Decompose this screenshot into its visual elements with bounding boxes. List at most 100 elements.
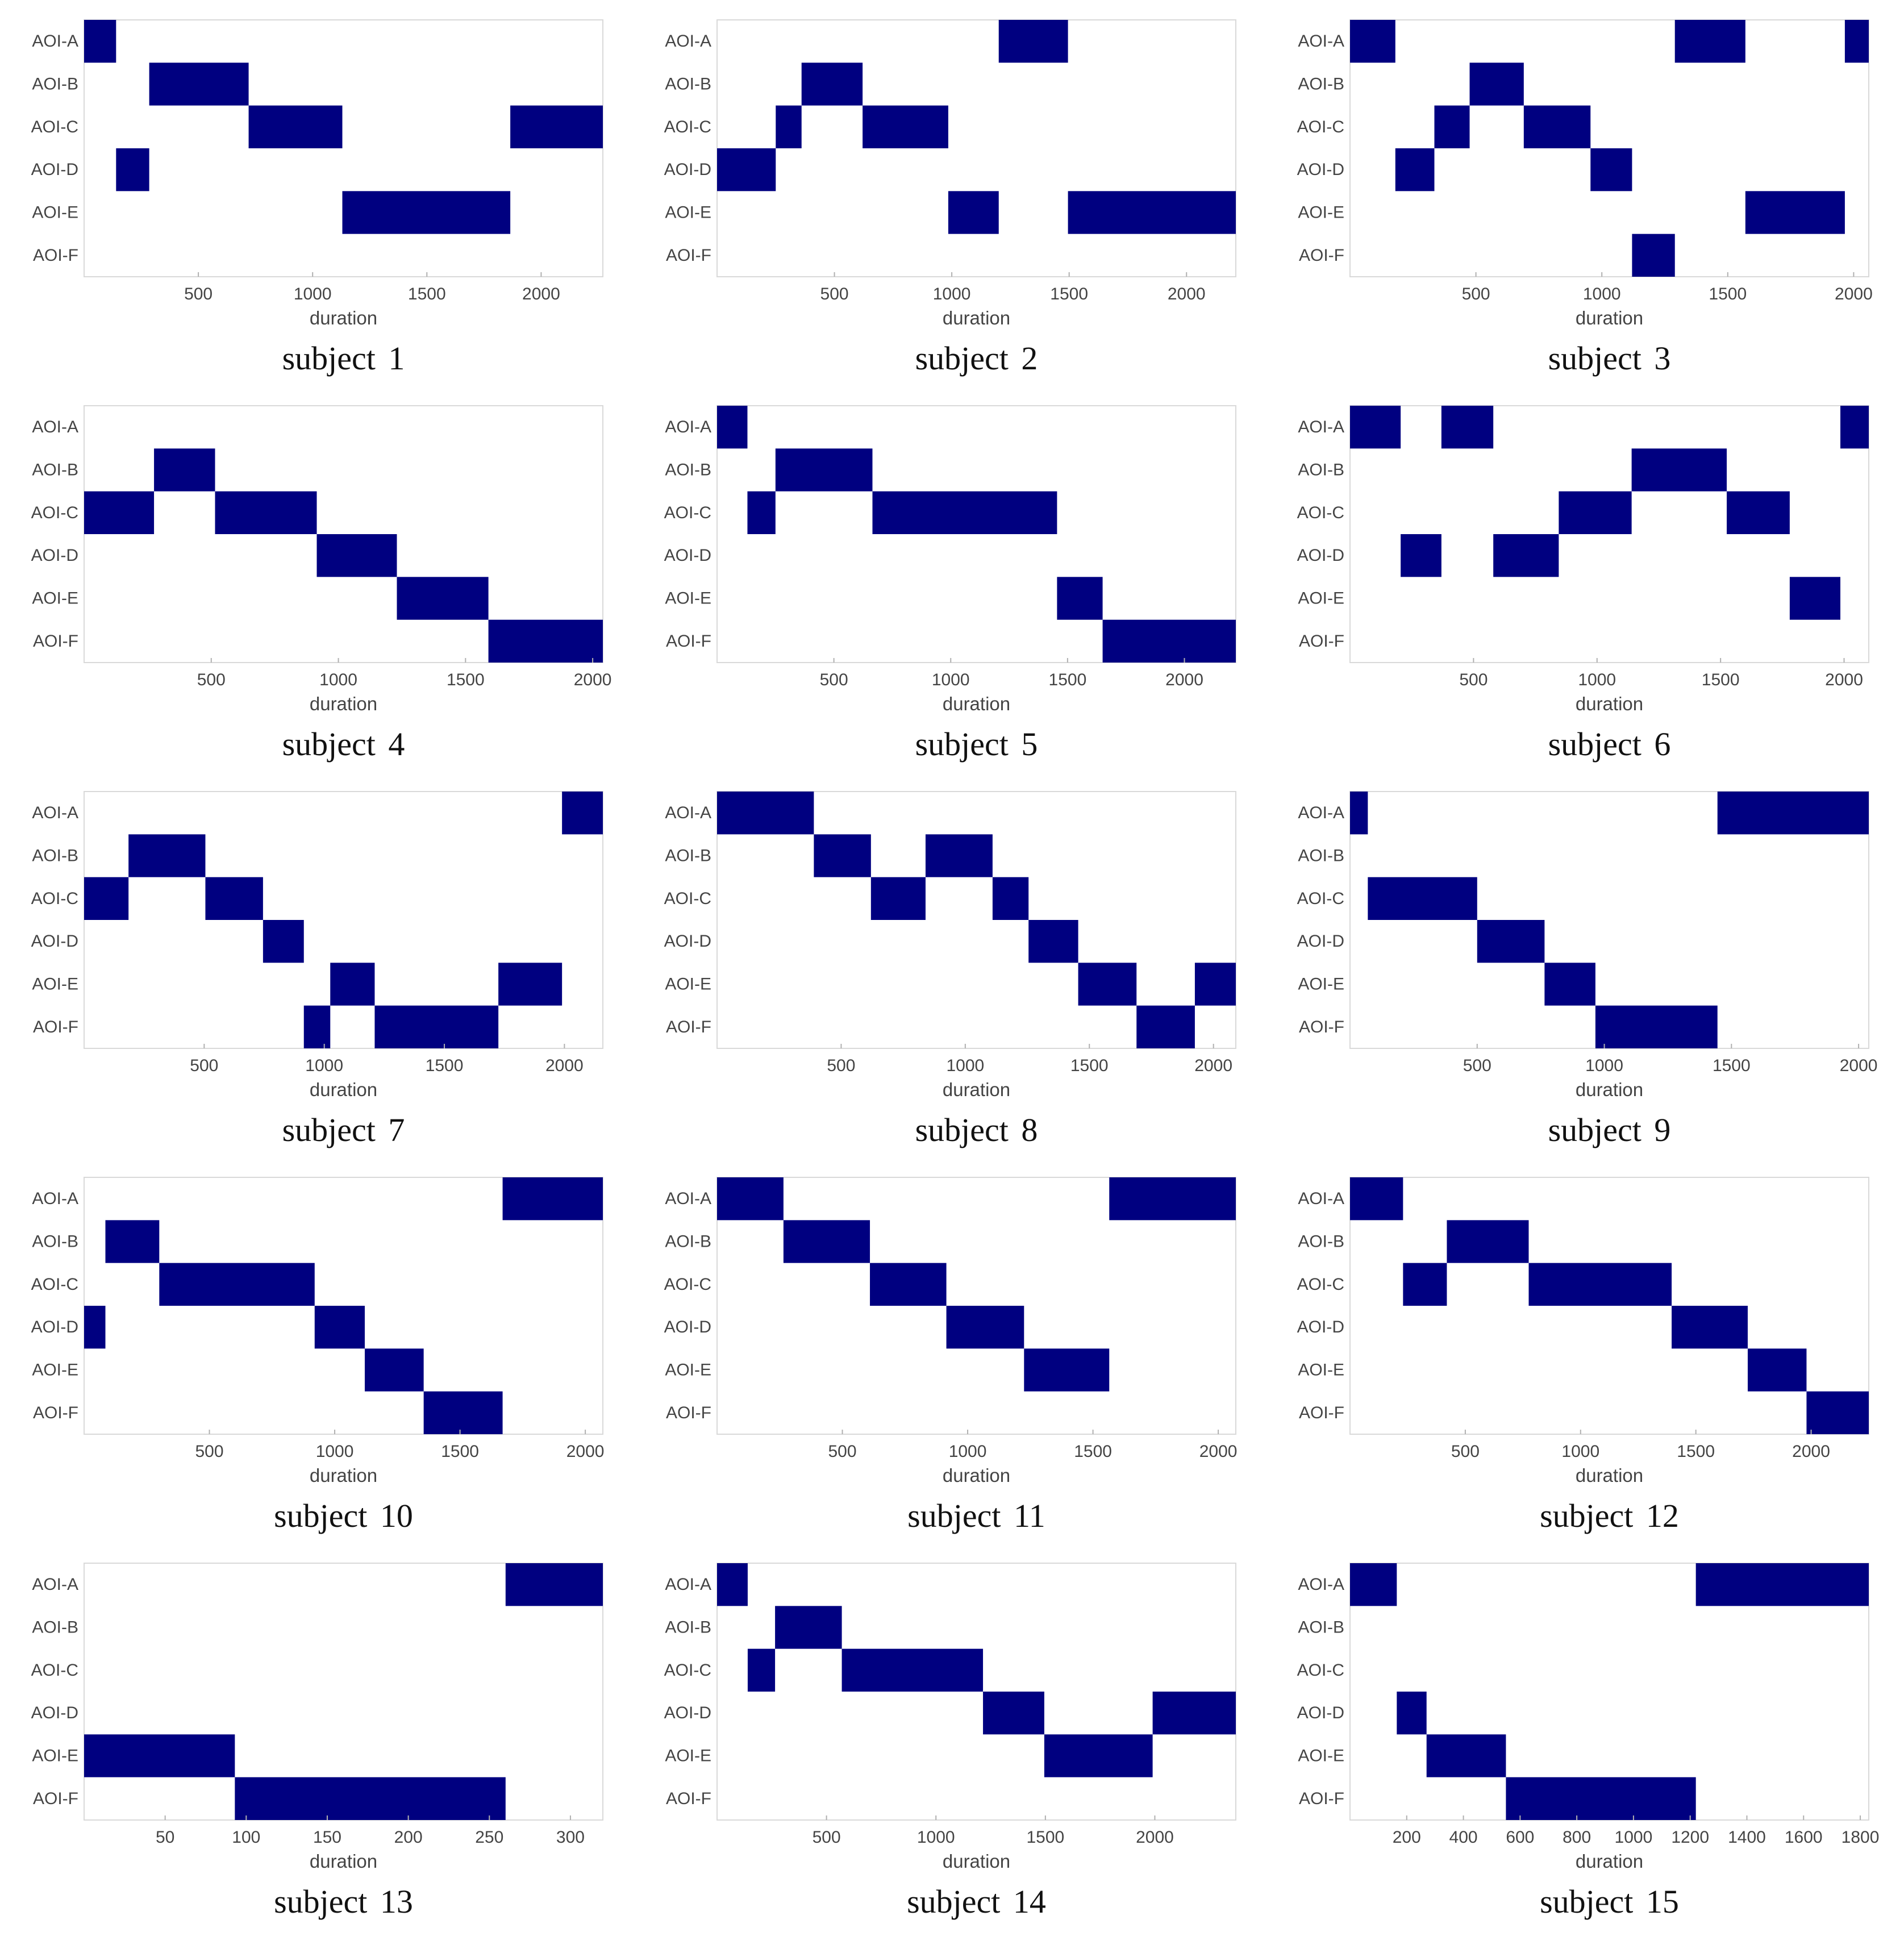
aoi-segment-bar bbox=[1350, 792, 1368, 835]
x-tick-label: 500 bbox=[820, 671, 848, 689]
aoi-label: AOI-F bbox=[666, 1789, 711, 1808]
chart-svg: AOI-A AOI-B AOI-C AOI-D AOI-E AOI-F 500 1000 150… bbox=[664, 1177, 1238, 1486]
x-tick-label: 200 bbox=[394, 1828, 423, 1847]
x-axis-label: duration bbox=[943, 307, 1010, 328]
x-tick-label: 2000 bbox=[545, 1056, 584, 1075]
aoi-label: AOI-C bbox=[1297, 503, 1344, 522]
aoi-segment-bar bbox=[717, 148, 776, 191]
aoi-segment-bar bbox=[1401, 534, 1441, 577]
x-tick-label: 2000 bbox=[1835, 285, 1873, 303]
subject-caption: subject 1 bbox=[282, 340, 405, 377]
aoi-segment-bar bbox=[154, 448, 215, 492]
chart-svg: AOI-A AOI-B AOI-C AOI-D AOI-E AOI-F 500 1000 150… bbox=[1297, 19, 1873, 328]
aoi-label: AOI-D bbox=[664, 932, 711, 951]
aoi-label: AOI-F bbox=[1299, 632, 1344, 651]
aoi-segment-bar bbox=[303, 1005, 331, 1048]
chart-svg: AOI-A AOI-B AOI-C AOI-D AOI-E AOI-F 200 400 600 8… bbox=[1297, 1563, 1879, 1872]
chart-panel: AOI-A AOI-B AOI-C AOI-D AOI-E AOI-F 500 1000 150… bbox=[0, 19, 626, 384]
subject-caption: subject 11 bbox=[907, 1497, 1045, 1534]
aoi-label: AOI-E bbox=[665, 1747, 711, 1765]
x-tick-label: 1500 bbox=[1702, 671, 1740, 689]
aoi-segment-bar bbox=[863, 105, 948, 148]
aoi-label: AOI-C bbox=[31, 118, 78, 136]
x-axis-label: duration bbox=[310, 693, 377, 714]
chart-panel: AOI-A AOI-B AOI-C AOI-D AOI-E AOI-F 50 100 150 20… bbox=[0, 1563, 626, 1927]
chart-panel: AOI-A AOI-B AOI-C AOI-D AOI-E AOI-F 500 1000 150… bbox=[0, 405, 626, 769]
aoi-label: AOI-D bbox=[31, 932, 78, 951]
aoi-segment-bar bbox=[316, 534, 397, 577]
x-tick-label: 800 bbox=[1563, 1828, 1591, 1847]
x-axis-label: duration bbox=[1576, 693, 1643, 714]
x-tick-label: 2000 bbox=[1792, 1442, 1830, 1461]
x-tick-label: 1200 bbox=[1671, 1828, 1709, 1847]
aoi-segment-bar bbox=[870, 877, 926, 920]
aoi-segment-bar bbox=[1434, 105, 1470, 148]
aoi-label: AOI-F bbox=[1299, 1789, 1344, 1808]
x-axis-label: duration bbox=[1576, 1465, 1643, 1486]
aoi-segment-bar bbox=[505, 1563, 603, 1606]
aoi-label: AOI-F bbox=[33, 1789, 78, 1808]
aoi-segment-bar bbox=[502, 1177, 603, 1221]
aoi-segment-bar bbox=[747, 1648, 776, 1692]
aoi-label: AOI-A bbox=[32, 32, 78, 51]
aoi-label: AOI-A bbox=[1298, 1575, 1344, 1594]
chart-svg: AOI-A AOI-B AOI-C AOI-D AOI-E AOI-F 500 1000 150… bbox=[664, 19, 1236, 328]
x-tick-label: 1000 bbox=[294, 285, 332, 303]
aoi-segment-bar bbox=[1350, 20, 1395, 63]
aoi-label: AOI-E bbox=[1298, 975, 1344, 994]
aoi-label: AOI-E bbox=[32, 589, 78, 608]
x-tick-label: 2000 bbox=[574, 671, 612, 689]
aoi-segment-bar bbox=[775, 1606, 842, 1649]
x-tick-label: 50 bbox=[156, 1828, 174, 1847]
aoi-label: AOI-F bbox=[33, 1404, 78, 1422]
aoi-segment-bar bbox=[1447, 1220, 1529, 1263]
x-tick-label: 500 bbox=[820, 285, 849, 303]
aoi-label: AOI-D bbox=[1297, 932, 1344, 951]
chart-svg: AOI-A AOI-B AOI-C AOI-D AOI-E AOI-F 500 1000 150… bbox=[31, 1177, 605, 1486]
aoi-segment-bar bbox=[998, 20, 1068, 63]
aoi-segment-bar bbox=[776, 105, 802, 148]
aoi-label: AOI-D bbox=[1297, 1318, 1344, 1336]
aoi-segment-bar bbox=[84, 1306, 106, 1349]
x-tick-label: 1000 bbox=[917, 1828, 955, 1847]
aoi-segment-bar bbox=[149, 63, 249, 106]
aoi-label: AOI-A bbox=[665, 418, 711, 436]
aoi-label: AOI-B bbox=[32, 75, 78, 94]
x-tick-label: 1500 bbox=[426, 1056, 464, 1075]
aoi-label: AOI-B bbox=[1298, 1232, 1344, 1251]
x-tick-label: 500 bbox=[1451, 1442, 1480, 1461]
aoi-label: AOI-E bbox=[665, 203, 711, 222]
subject-caption: subject 15 bbox=[1540, 1883, 1679, 1920]
aoi-label: AOI-A bbox=[32, 1189, 78, 1208]
x-tick-label: 1500 bbox=[1713, 1056, 1751, 1075]
subject-caption: subject 13 bbox=[274, 1883, 413, 1920]
aoi-segment-bar bbox=[1136, 1005, 1195, 1048]
x-axis-label: duration bbox=[943, 1851, 1010, 1872]
aoi-label: AOI-B bbox=[32, 461, 78, 480]
aoi-label: AOI-B bbox=[1298, 75, 1344, 94]
aoi-segment-bar bbox=[1068, 191, 1236, 234]
aoi-label: AOI-D bbox=[1297, 1704, 1344, 1722]
aoi-label: AOI-B bbox=[32, 847, 78, 865]
aoi-segment-bar bbox=[116, 148, 149, 191]
x-tick-label: 1600 bbox=[1785, 1828, 1823, 1847]
aoi-label: AOI-E bbox=[665, 589, 711, 608]
x-axis-label: duration bbox=[1576, 1079, 1643, 1100]
aoi-label: AOI-D bbox=[664, 1318, 711, 1336]
aoi-segment-bar bbox=[1350, 406, 1401, 449]
aoi-segment-bar bbox=[159, 1263, 315, 1306]
aoi-label: AOI-A bbox=[665, 803, 711, 822]
aoi-segment-bar bbox=[870, 1263, 947, 1306]
aoi-label: AOI-B bbox=[665, 1618, 711, 1637]
aoi-segment-bar bbox=[1806, 1391, 1869, 1434]
x-tick-label: 100 bbox=[232, 1828, 260, 1847]
chart-panel: AOI-A AOI-B AOI-C AOI-D AOI-E AOI-F 500 1000 150… bbox=[0, 791, 626, 1155]
aoi-segment-bar bbox=[374, 1005, 499, 1048]
aoi-segment-bar bbox=[1102, 619, 1236, 663]
aoi-label: AOI-C bbox=[1297, 118, 1344, 136]
x-tick-label: 500 bbox=[190, 1056, 218, 1075]
chart-panel: AOI-A AOI-B AOI-C AOI-D AOI-E AOI-F 500 1000 150… bbox=[1266, 791, 1891, 1155]
x-tick-label: 1000 bbox=[316, 1442, 354, 1461]
aoi-label: AOI-D bbox=[31, 1704, 78, 1722]
x-tick-label: 1000 bbox=[932, 671, 970, 689]
